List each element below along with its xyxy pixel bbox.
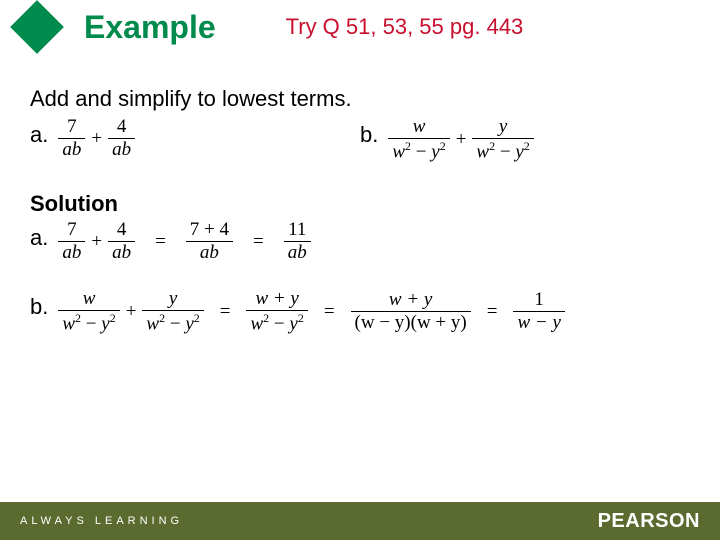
problems-row: a. 7ab + 4ab b. w w2 − y2 + y w2 − y2 <box>30 116 690 163</box>
footer-tagline: ALWAYS LEARNING <box>20 515 183 527</box>
try-questions: Try Q 51, 53, 55 pg. 443 <box>286 14 524 40</box>
solution-a: a. 7ab + 4ab = 7 + 4ab = 11ab <box>30 219 690 264</box>
slide-header: Example Try Q 51, 53, 55 pg. 443 <box>0 0 720 46</box>
solution-b: b. w w2 − y2 + y w2 − y2 = w + y w2 − y2… <box>30 288 690 335</box>
problem-b-math: w w2 − y2 + y w2 − y2 <box>386 116 535 163</box>
solution-heading: Solution <box>30 191 690 217</box>
label-b: b. <box>360 116 378 148</box>
example-title: Example <box>84 9 216 46</box>
footer-logo: PEARSON <box>598 510 700 533</box>
slide-content: Add and simplify to lowest terms. a. 7ab… <box>0 46 720 336</box>
solution-a-math: 7ab + 4ab = 7 + 4ab = 11ab <box>56 219 312 264</box>
problem-a: a. 7ab + 4ab <box>30 116 360 161</box>
prompt-text: Add and simplify to lowest terms. <box>30 86 690 112</box>
solution-b-math: w w2 − y2 + y w2 − y2 = w + y w2 − y2 = … <box>56 288 567 335</box>
slide-footer: ALWAYS LEARNING PEARSON <box>0 502 720 540</box>
solution-b-label: b. <box>30 288 48 320</box>
solution-a-label: a. <box>30 219 48 251</box>
label-a: a. <box>30 116 48 148</box>
problem-a-math: 7ab + 4ab <box>56 116 137 161</box>
problem-b: b. w w2 − y2 + y w2 − y2 <box>360 116 536 163</box>
